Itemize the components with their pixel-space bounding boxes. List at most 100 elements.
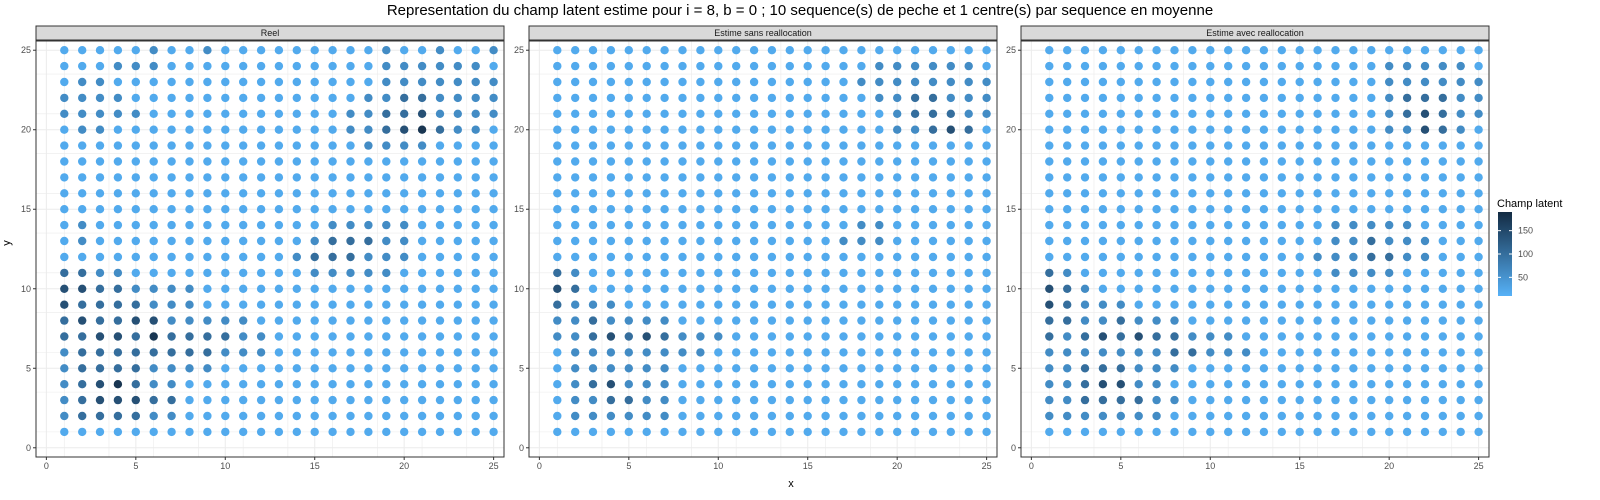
data-point (839, 46, 848, 55)
data-point (1045, 252, 1054, 262)
data-point (875, 141, 884, 150)
data-point (453, 236, 462, 246)
data-point (489, 348, 498, 357)
data-point (221, 46, 230, 55)
data-point (1277, 157, 1287, 166)
data-point (1420, 236, 1430, 246)
data-point (660, 364, 669, 373)
data-point (553, 348, 562, 357)
data-point (256, 332, 266, 341)
data-point (328, 380, 337, 389)
data-point (113, 205, 123, 214)
data-point (364, 316, 373, 325)
data-point (131, 93, 140, 103)
data-point (167, 380, 176, 389)
data-point (239, 332, 248, 341)
data-point (274, 61, 284, 71)
data-point (928, 236, 938, 246)
data-point (767, 300, 777, 309)
data-point (435, 77, 445, 87)
legend-colorbar (1498, 212, 1512, 296)
data-point (274, 141, 284, 150)
data-point (489, 395, 498, 405)
data-point (1063, 61, 1072, 71)
data-point (1080, 189, 1090, 198)
data-point (417, 284, 427, 293)
data-point (221, 316, 230, 325)
data-point (1134, 189, 1143, 198)
data-point (364, 220, 373, 230)
data-point (1116, 395, 1126, 405)
data-point (292, 157, 301, 166)
data-point (928, 395, 938, 405)
data-point (624, 61, 633, 71)
data-point (714, 364, 723, 373)
data-point (732, 93, 741, 103)
data-point (1438, 316, 1448, 325)
data-point (292, 109, 301, 119)
data-point (328, 268, 337, 278)
data-point (203, 205, 212, 214)
data-point (982, 189, 991, 198)
data-point (1188, 189, 1197, 198)
data-point (875, 300, 884, 309)
data-point (1188, 395, 1197, 405)
data-point (60, 220, 69, 230)
data-point (95, 125, 105, 134)
data-point (1170, 427, 1179, 437)
data-point (203, 141, 212, 150)
data-point (910, 380, 920, 389)
data-point (256, 157, 266, 166)
data-point (1313, 316, 1322, 325)
data-point (803, 77, 812, 87)
data-point (1080, 77, 1090, 87)
data-point (60, 46, 69, 55)
data-point (875, 46, 884, 55)
data-point (113, 300, 123, 309)
data-point (1206, 348, 1215, 357)
data-point (1116, 364, 1126, 373)
data-point (875, 125, 884, 134)
data-point (1313, 93, 1322, 103)
data-point (471, 300, 480, 309)
panel-background (529, 41, 997, 457)
data-point (1206, 316, 1215, 325)
data-point (678, 316, 687, 325)
data-point (435, 109, 445, 119)
data-point (1313, 252, 1322, 262)
data-point (113, 141, 123, 150)
data-point (624, 236, 633, 246)
data-point (696, 427, 705, 437)
data-point (1224, 411, 1233, 421)
data-point (60, 77, 69, 87)
data-point (553, 364, 562, 373)
data-point (1080, 141, 1090, 150)
data-point (624, 284, 633, 293)
data-point (489, 157, 498, 166)
data-point (1313, 61, 1322, 71)
data-point (1349, 93, 1358, 103)
data-point (274, 332, 284, 341)
data-point (310, 252, 319, 262)
data-point (1295, 348, 1304, 357)
data-point (149, 332, 158, 341)
data-point (435, 205, 445, 214)
data-point (803, 411, 812, 421)
data-point (1331, 141, 1340, 150)
data-point (857, 300, 866, 309)
data-point (1080, 46, 1090, 55)
data-point (928, 157, 938, 166)
data-point (1045, 300, 1054, 309)
data-point (310, 332, 319, 341)
data-point (553, 252, 562, 262)
data-point (185, 189, 194, 198)
data-point (1295, 157, 1304, 166)
data-point (364, 300, 373, 309)
data-point (1259, 220, 1269, 230)
data-point (964, 189, 973, 198)
data-point (149, 284, 158, 293)
data-point (400, 46, 409, 55)
data-point (131, 300, 140, 309)
data-point (1045, 268, 1054, 278)
data-point (1456, 125, 1465, 134)
